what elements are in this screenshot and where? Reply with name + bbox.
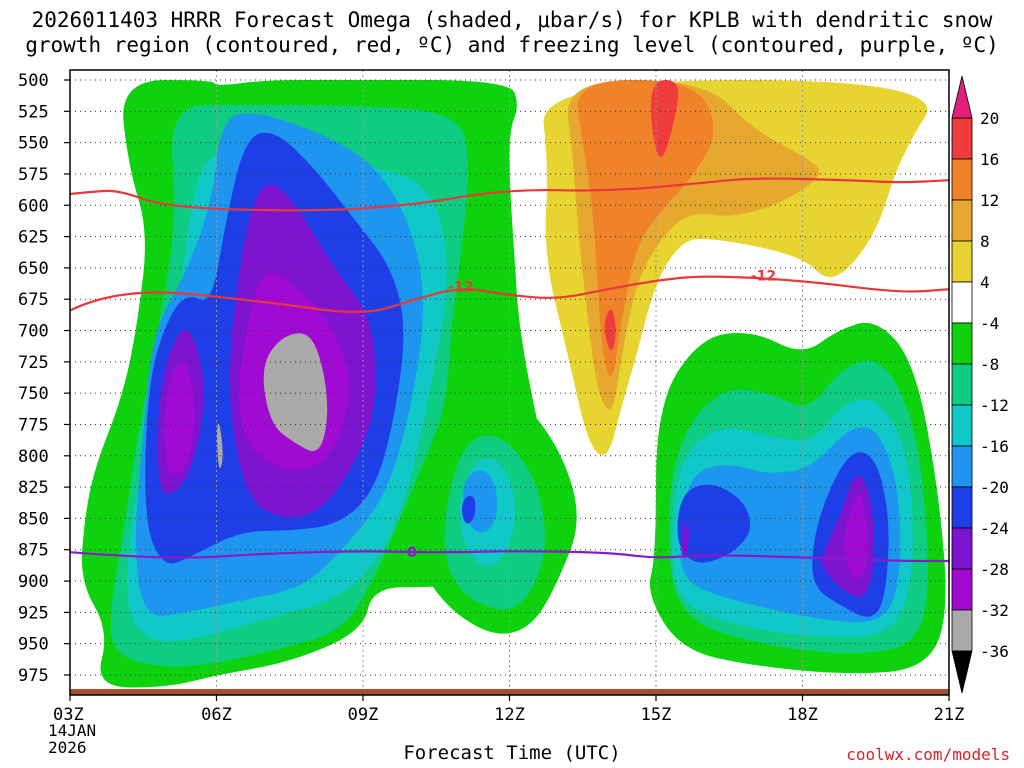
y-tick-label: 550 xyxy=(18,134,49,154)
x-tick-label: 18Z xyxy=(787,705,818,725)
colorbar-bin xyxy=(951,117,973,160)
y-tick-label: 950 xyxy=(18,635,49,655)
colorbar-bin xyxy=(951,486,973,529)
y-tick-label: 925 xyxy=(18,603,49,623)
colorbar-bin xyxy=(951,445,973,488)
x-tick-label: 03Z xyxy=(53,705,84,725)
colorbar-label: 12 xyxy=(980,191,999,210)
omega-region-29 xyxy=(604,309,616,351)
colorbar-label: -20 xyxy=(980,478,1009,497)
colorbar-label: 4 xyxy=(980,273,990,292)
colorbar-bin xyxy=(951,527,973,570)
source-credit[interactable]: coolwx.com/models xyxy=(846,745,1010,764)
omega-region-23 xyxy=(217,423,223,469)
title-line-2: growth region (contoured, red, ºC) and f… xyxy=(25,33,999,57)
colorbar-label: -24 xyxy=(980,519,1009,538)
dgz-lower-contour-label: -12 xyxy=(448,280,473,296)
y-tick-label: 500 xyxy=(18,71,49,91)
freezing-level-contour-label: 0 xyxy=(407,545,417,561)
y-tick-label: 650 xyxy=(18,259,49,279)
colorbar-label: -12 xyxy=(980,396,1009,415)
colorbar-label: -36 xyxy=(980,642,1009,661)
x-start-date-line-1: 14JAN xyxy=(48,721,97,740)
y-tick-label: 625 xyxy=(18,228,49,248)
contours: -12 0 -12 xyxy=(70,177,949,563)
colorbar-label: -8 xyxy=(980,355,999,374)
chart-title: 2026011403 HRRR Forecast Omega (shaded, … xyxy=(0,8,1024,58)
freezing-level-contour xyxy=(70,550,949,563)
x-tick-label: 06Z xyxy=(201,705,232,725)
y-tick-label: 525 xyxy=(18,102,49,122)
x-tick-label: 12Z xyxy=(494,705,525,725)
omega-region-20 xyxy=(164,360,195,476)
colorbar-label: -28 xyxy=(980,560,1009,579)
dgz-upper-contour xyxy=(70,177,949,212)
y-tick-label: 875 xyxy=(18,541,49,561)
dgz-lower-contour xyxy=(70,275,949,313)
x-start-date-line-2: 2026 xyxy=(48,738,87,757)
omega-region-28 xyxy=(651,80,679,157)
x-axis: 03Z 06Z 09Z 12Z 15Z 18Z 21Z xyxy=(53,695,964,725)
y-tick-label: 775 xyxy=(18,415,49,435)
y-tick-label: 675 xyxy=(18,290,49,310)
x-tick-label: 09Z xyxy=(348,705,379,725)
title-line-1: 2026011403 HRRR Forecast Omega (shaded, … xyxy=(31,8,993,32)
omega-region-22 xyxy=(844,493,868,579)
colorbar-label: 16 xyxy=(980,150,999,169)
colorbar-bin xyxy=(951,281,973,324)
omega-region-24 xyxy=(263,333,328,452)
omega-shading xyxy=(70,70,949,695)
omega-region-13 xyxy=(461,495,476,524)
colorbar-bin xyxy=(951,322,973,365)
colorbar-bin xyxy=(951,609,973,652)
y-tick-label: 975 xyxy=(18,666,49,686)
colorbar-label: -16 xyxy=(980,437,1009,456)
colorbar-bin xyxy=(951,199,973,242)
x-axis-label: Forecast Time (UTC) xyxy=(403,742,621,764)
colorbar-bin xyxy=(951,363,973,406)
y-axis: 500 525 550 575 600 625 650 675 700 725 750 775 800 8… xyxy=(18,71,70,686)
colorbar-over-arrow xyxy=(951,75,973,119)
colorbar-under-arrow xyxy=(951,650,973,694)
y-tick-label: 750 xyxy=(18,384,49,404)
colorbar-bin xyxy=(951,568,973,611)
omega-region-14 xyxy=(677,484,751,563)
dgz-lower-label-2: -12 xyxy=(751,268,776,284)
y-tick-label: 575 xyxy=(18,165,49,185)
ground-bar xyxy=(70,689,949,695)
y-tick-label: 700 xyxy=(18,322,49,342)
omega-region-27 xyxy=(577,80,714,377)
y-tick-label: 725 xyxy=(18,353,49,373)
omega-region-18 xyxy=(681,522,689,558)
x-tick-label: 15Z xyxy=(641,705,672,725)
colorbar-label: 20 xyxy=(980,109,999,128)
y-tick-label: 800 xyxy=(18,447,49,467)
y-tick-label: 850 xyxy=(18,509,49,529)
y-tick-label: 600 xyxy=(18,196,49,216)
colorbar: 20 16 12 8 4 -4 -8 -12 -16 -20 -24 -28 -32 -36 xyxy=(951,75,1009,694)
colorbar-label: 8 xyxy=(980,232,990,251)
y-tick-label: 900 xyxy=(18,572,49,592)
colorbar-label: -32 xyxy=(980,601,1009,620)
y-tick-label: 825 xyxy=(18,478,49,498)
colorbar-label: -4 xyxy=(980,314,999,333)
colorbar-bin xyxy=(951,158,973,201)
x-tick-label: 21Z xyxy=(934,705,965,725)
colorbar-bin xyxy=(951,240,973,283)
colorbar-bin xyxy=(951,404,973,447)
